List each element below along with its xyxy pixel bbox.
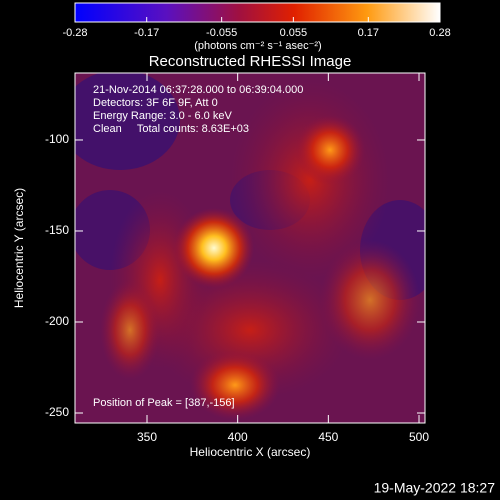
x-tick-label: 500 (409, 430, 429, 444)
footer-date: 19-May-2022 18:27 (374, 480, 496, 496)
y-tick-label: -100 (45, 132, 69, 146)
x-axis-label: Heliocentric X (arcsec) (190, 445, 311, 459)
plot-frame (74, 72, 426, 424)
x-tick-label: 450 (318, 430, 338, 444)
peak-label: Position of Peak = [387,-156] (93, 397, 235, 409)
x-tick-label: 350 (137, 430, 157, 444)
y-tick-label: -200 (45, 314, 69, 328)
colorbar-tick-label: 0.28 (429, 27, 450, 39)
y-tick-label: -250 (45, 405, 69, 419)
annotation: Energy Range: 3.0 - 6.0 keV (93, 110, 232, 122)
image (75, 73, 425, 423)
colorbar-tick-label: 0.055 (280, 27, 308, 39)
annotation: Clean Total counts: 8.63E+03 (93, 123, 249, 135)
annotation: 21-Nov-2014 06:37:28.000 to 06:39:04.000 (93, 84, 303, 96)
colorbar-tick-label: -0.055 (206, 27, 237, 39)
chart-title: Reconstructed RHESSI Image (149, 53, 352, 70)
colorbar-tick-label: -0.17 (134, 27, 159, 39)
annotation: Detectors: 3F 6F 9F, Att 0 (93, 97, 218, 109)
colorbar-tick-label: -0.28 (62, 27, 87, 39)
colorbar-label: (photons cm⁻² s⁻¹ asec⁻²) (194, 40, 321, 52)
x-tick-label: 400 (228, 430, 248, 444)
colorbar (75, 3, 440, 22)
colorbar-frame (74, 2, 441, 23)
y-tick-label: -150 (45, 223, 69, 237)
y-axis-label: Heliocentric Y (arcsec) (12, 188, 26, 308)
colorbar-tick-label: 0.17 (358, 27, 379, 39)
